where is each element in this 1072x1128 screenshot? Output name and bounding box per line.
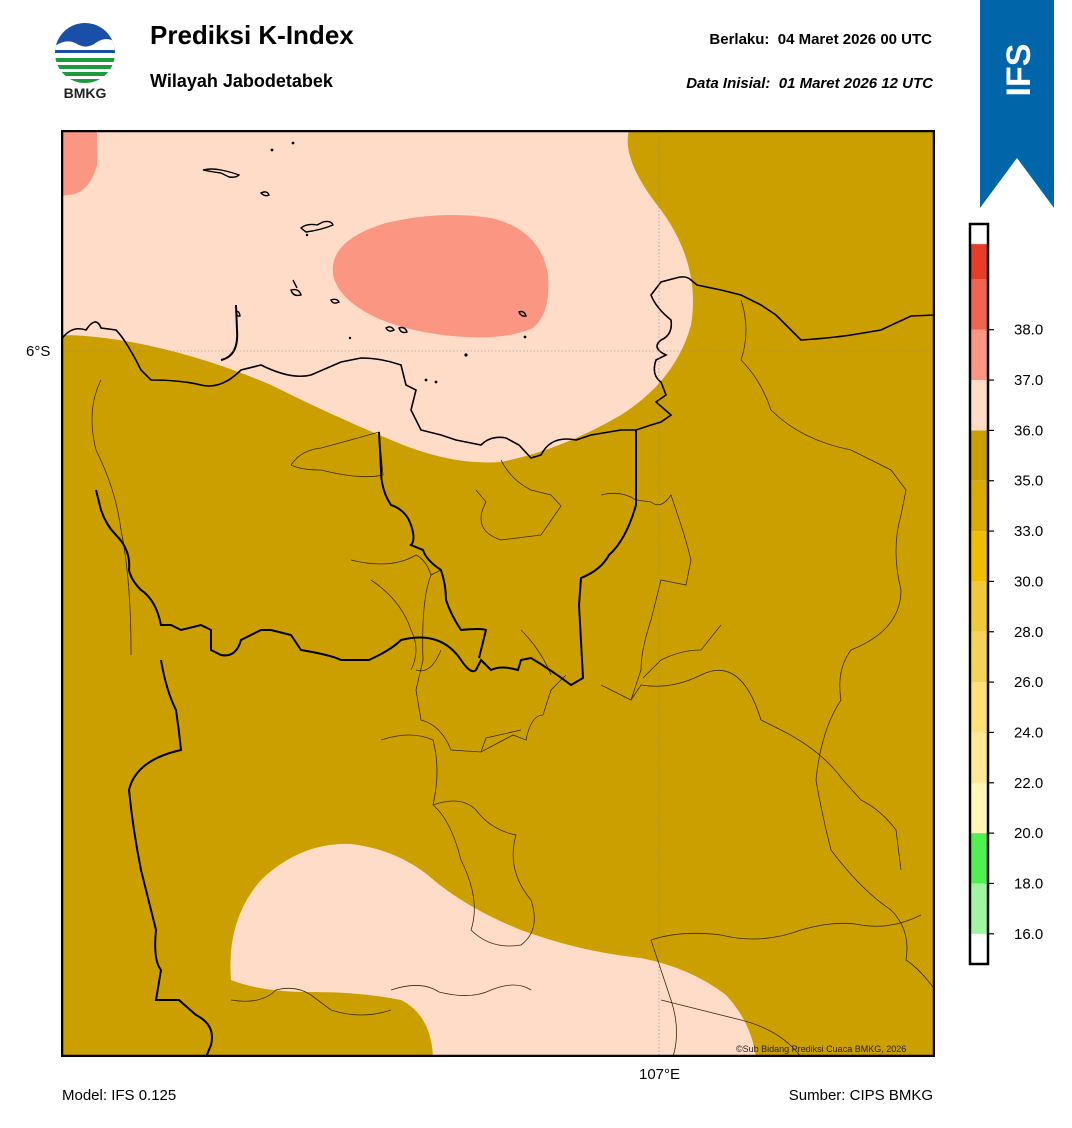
map-frame [61, 130, 935, 1057]
ribbon-label: IFS [1000, 44, 1038, 97]
province-boundaries [95, 304, 637, 1057]
colorbar-swatch [970, 244, 988, 280]
colorbar: 16.0 18.0 20.0 22.0 24.0 26.0 28.0 30.0 33.0 35.0… [968, 222, 1043, 966]
colorbar-swatch [970, 480, 988, 532]
colorbar-ticks: 16.0 18.0 20.0 22.0 24.0 26.0 28.0 30.0 33.0 35.0… [988, 322, 1043, 943]
source-label: Sumber: CIPS BMKG [788, 1087, 933, 1104]
k-index-map [61, 130, 935, 1057]
colorbar-frame [968, 222, 990, 966]
colorbar-swatch [970, 732, 988, 783]
colorbar-tick-label: 33.0 [1014, 523, 1043, 540]
page-title: Prediksi K-Index [150, 20, 354, 50]
islands [202, 168, 527, 334]
model-label: Model: IFS 0.125 [62, 1087, 177, 1104]
field-zone-corner-high [61, 130, 97, 196]
colorbar-tick-label: 24.0 [1014, 724, 1043, 741]
colorbar-swatch [970, 883, 988, 934]
longitude-label: 107°E [639, 1066, 681, 1083]
colorbar-swatches [970, 244, 988, 964]
field-zone-north-high [332, 214, 549, 338]
colorbar-swatch [970, 380, 988, 431]
colorbar-tick-label: 37.0 [1014, 372, 1043, 389]
colorbar-swatch [970, 581, 988, 632]
latitude-label: 6°S [26, 343, 51, 360]
colorbar-swatch [970, 531, 988, 582]
field-zone-south [230, 843, 756, 1057]
colorbar-swatch [970, 329, 988, 381]
bmkg-logo: BMKG [55, 23, 115, 101]
colorbar-tick-label: 18.0 [1014, 875, 1043, 892]
colorbar-tick-label: 35.0 [1014, 473, 1043, 490]
colorbar-tick-label: 22.0 [1014, 775, 1043, 792]
gridlines [61, 130, 935, 1057]
valid-time: Berlaku: 04 Maret 2026 00 UTC [709, 31, 932, 48]
colorbar-tick-label: 20.0 [1014, 825, 1043, 842]
colorbar-swatch [970, 833, 988, 884]
coastline [61, 276, 935, 459]
colorbar-tick-label: 26.0 [1014, 674, 1043, 691]
colorbar-tick-label: 38.0 [1014, 322, 1043, 339]
page-subtitle: Wilayah Jabodetabek [150, 71, 333, 91]
district-boundaries [91, 299, 935, 1057]
colorbar-tick-label: 28.0 [1014, 624, 1043, 641]
colorbar-swatch [970, 782, 988, 834]
initial-time: Data Inisial: 01 Maret 2026 12 UTC [686, 75, 933, 92]
model-ribbon: IFS [980, 0, 1054, 208]
colorbar-swatch [970, 631, 988, 683]
colorbar-tick-label: 16.0 [1014, 926, 1043, 943]
colorbar-tick-label: 36.0 [1014, 422, 1043, 439]
colorbar-tick-label: 30.0 [1014, 573, 1043, 590]
bmkg-logo-text: BMKG [64, 85, 107, 101]
colorbar-swatch [970, 430, 988, 481]
colorbar-swatch [970, 682, 988, 733]
map-credit: ©Sub Bidang Prediksi Cuaca BMKG, 2026 [736, 1044, 907, 1054]
island-dots [270, 141, 527, 384]
colorbar-swatch [970, 933, 988, 964]
colorbar-swatch [970, 279, 988, 330]
